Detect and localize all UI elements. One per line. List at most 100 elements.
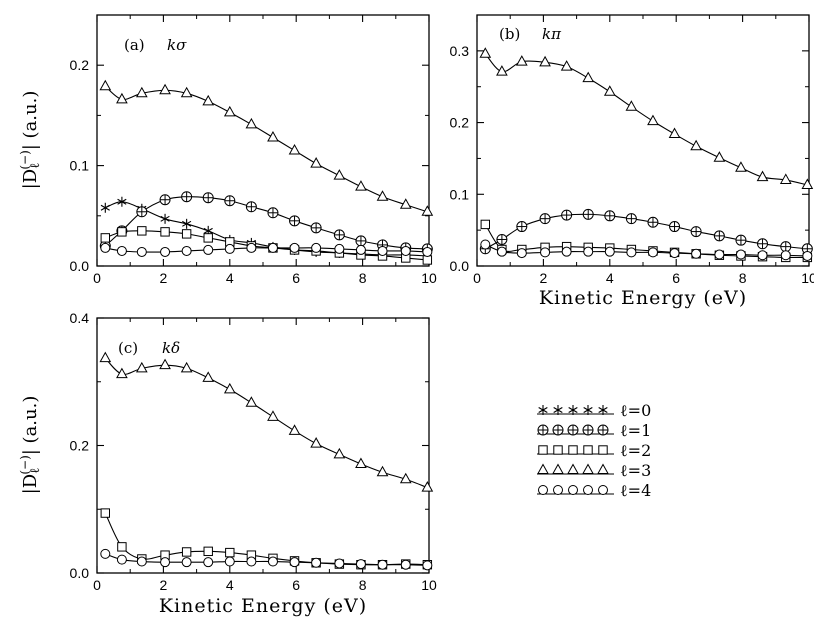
data-point-l4 (422, 246, 433, 257)
x-tick-label: 2 (160, 577, 168, 593)
data-point-l4 (604, 246, 615, 257)
plot-frame (96, 317, 430, 574)
y-tick-label: 0.2 (450, 115, 470, 131)
data-point-l3 (515, 55, 528, 66)
data-point-l4 (267, 242, 278, 253)
data-point-l3 (713, 151, 726, 162)
data-point-l4 (311, 557, 322, 568)
data-point-l3 (333, 447, 346, 459)
data-point-l4 (757, 250, 768, 261)
legend-marker (582, 463, 594, 474)
data-point-l3 (267, 130, 279, 142)
data-point-l1 (647, 216, 659, 228)
legend-marker (552, 424, 564, 436)
data-point-l4 (626, 247, 637, 258)
data-point-l4 (735, 249, 746, 260)
data-point-l3 (376, 465, 389, 477)
data-point-l0 (117, 196, 127, 207)
panel-b: 0 2 4 6 8 10 0.0 0.1 0.2 0.3 (b) kπ Kinetic Energy (… (450, 14, 814, 309)
legend-marker (553, 405, 563, 415)
y-tick-label: 0.0 (70, 258, 90, 274)
data-point-l4 (160, 557, 171, 568)
y-tick-label: 0.0 (450, 258, 470, 274)
data-point-l1 (625, 213, 637, 225)
legend-marker (538, 445, 548, 455)
legend-marker (552, 463, 564, 474)
data-point-l2 (117, 542, 127, 552)
data-point-l3 (159, 83, 171, 95)
legend-marker (582, 424, 594, 436)
data-point-l4 (224, 556, 235, 567)
series-line-l2 (484, 224, 808, 258)
legend-marker (583, 445, 593, 455)
data-point-l1 (539, 213, 551, 225)
data-point-l3 (625, 100, 638, 111)
data-point-l1 (604, 210, 616, 222)
legend-marker (583, 485, 593, 495)
data-point-l3 (399, 472, 412, 484)
x-tick-label: 8 (359, 270, 367, 286)
panel-title: kσ (167, 36, 187, 54)
series-line-l3 (484, 53, 808, 186)
x-tick-label: 8 (739, 270, 747, 286)
data-point-l4 (561, 246, 572, 257)
series-points-l3 (99, 79, 434, 216)
series-points-l1 (479, 208, 813, 255)
data-point-l4 (400, 559, 411, 570)
data-point-l1 (496, 233, 508, 245)
panel-a: 0 2 4 6 8 10 0.0 0.1 0.2 (a) kσ |Dℓ(−)| (a.u.) (18, 14, 437, 286)
data-point-l0 (100, 202, 110, 213)
data-point-l4 (802, 250, 813, 261)
series-line-l4 (105, 247, 428, 253)
data-point-l4 (181, 557, 192, 568)
data-point-l4 (289, 557, 300, 568)
data-point-l1 (245, 201, 257, 213)
series-points-l1 (99, 191, 433, 255)
data-point-l3 (99, 79, 112, 91)
data-point-l3 (421, 481, 434, 492)
legend-marker (598, 485, 608, 495)
data-point-l3 (267, 410, 279, 421)
x-tick-label: 4 (226, 577, 234, 593)
data-point-l2 (181, 547, 192, 557)
data-point-l1 (801, 243, 813, 255)
legend-marker (583, 405, 593, 415)
x-tick-label: 6 (672, 270, 680, 286)
data-point-l4 (267, 556, 278, 567)
y-axis-label: |Dℓ(−)| (a.u.) (18, 396, 43, 495)
data-point-l3 (355, 457, 367, 468)
data-point-l1 (181, 191, 193, 203)
series-points-l3 (479, 47, 814, 189)
data-point-l3 (135, 86, 148, 98)
data-point-l4 (334, 558, 345, 569)
data-point-l4 (100, 548, 111, 559)
data-point-l3 (421, 205, 434, 216)
data-point-l3 (310, 157, 322, 168)
x-tick-label: 2 (160, 270, 168, 286)
series-line-l1 (104, 196, 428, 250)
data-point-l4 (647, 247, 658, 258)
legend-marker (568, 445, 578, 455)
legend-label: ℓ=1 (620, 421, 651, 440)
legend-label: ℓ=2 (620, 441, 651, 460)
series-line-l1 (485, 213, 808, 250)
series-points-l4 (480, 239, 813, 261)
x-tick-label: 4 (606, 270, 614, 286)
x-tick-label: 0 (93, 577, 101, 593)
data-point-l1 (757, 238, 769, 250)
data-point-l3 (779, 173, 792, 184)
data-point-l3 (159, 358, 171, 370)
series-line-l0 (105, 201, 428, 257)
legend-marker (597, 424, 609, 436)
data-point-l1 (355, 235, 367, 247)
data-point-l3 (496, 65, 508, 76)
data-point-l4 (289, 242, 300, 253)
data-point-l1 (159, 194, 171, 206)
data-point-l3 (735, 161, 747, 172)
data-point-l3 (399, 198, 412, 209)
data-point-l0 (160, 213, 170, 224)
data-point-l3 (582, 71, 595, 83)
panel-title: kδ (162, 339, 180, 357)
x-tick-label: 6 (292, 270, 300, 286)
data-point-l4 (246, 556, 257, 567)
